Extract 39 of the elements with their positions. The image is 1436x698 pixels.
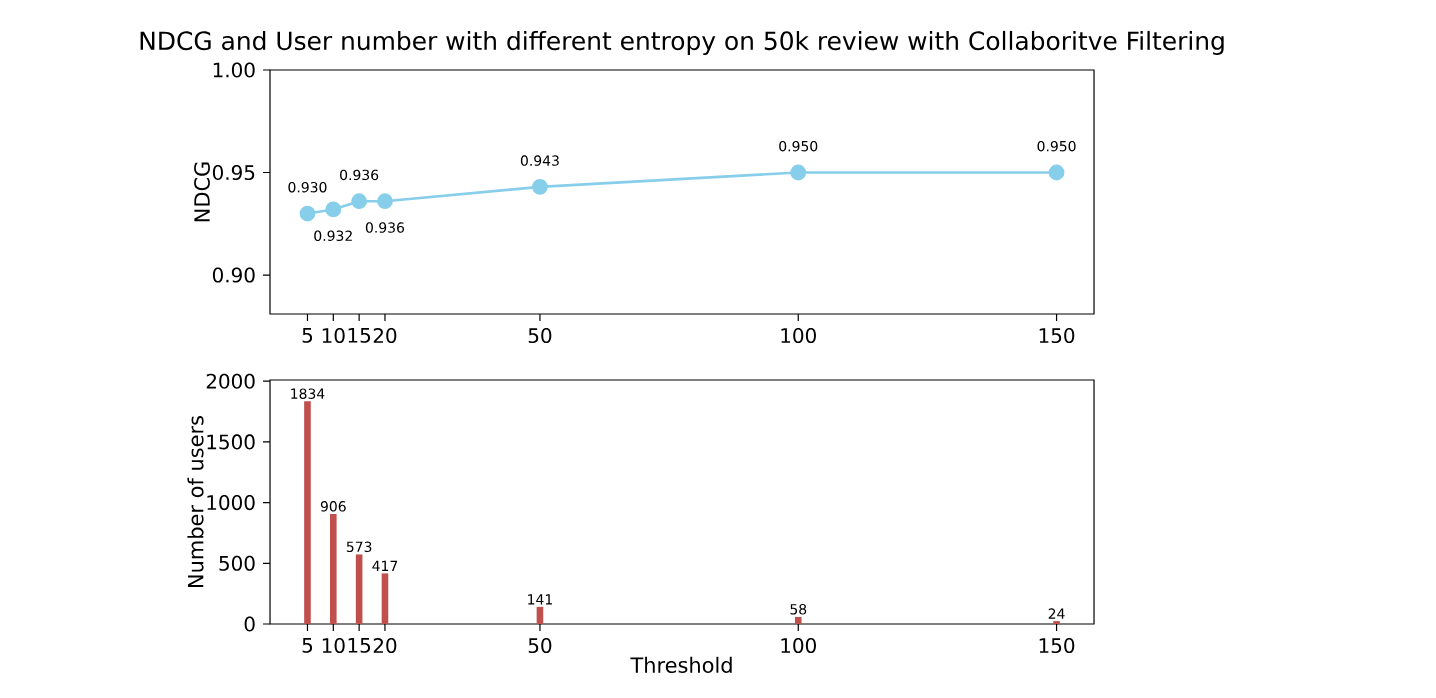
x-tick-label: 50: [528, 638, 552, 654]
x-tick-label: 150: [1039, 328, 1075, 344]
x-tick-label: 10: [322, 328, 345, 344]
chart-title: NDCG and User number with different entropy on 50k review with Collaboritve Filtering: [140, 30, 1224, 56]
bar: [355, 554, 363, 624]
y-axis-title: NDCG: [194, 162, 210, 222]
y-tick-label: 1000: [207, 495, 255, 511]
bar: [330, 514, 337, 624]
bar: [794, 616, 802, 624]
x-tick-label: 150: [1039, 638, 1075, 654]
y-tick-label: 500: [219, 555, 255, 571]
bar: [536, 606, 544, 624]
x-tick-label: 20: [373, 638, 397, 654]
x-tick-label: 10: [322, 638, 345, 654]
y-tick-label: 0.90: [212, 267, 255, 283]
x-axis-title: Threshold: [630, 656, 732, 673]
y-axis-title: Number of users: [187, 416, 204, 587]
y-tick-label: 1.00: [213, 62, 255, 78]
point: [532, 178, 548, 195]
y-tick-label: 1500: [207, 434, 255, 450]
bar: [381, 573, 389, 624]
x-tick-label: 100: [781, 328, 816, 344]
y-tick-label: 2000: [206, 373, 255, 389]
y-tick-label: 0: [244, 616, 255, 632]
point: [790, 164, 807, 181]
x-tick-label: 15: [348, 638, 371, 653]
x-tick-label: 20: [373, 328, 397, 344]
point: [377, 193, 393, 210]
x-tick-label: 15: [348, 328, 371, 343]
y-tick-label: 0.95: [212, 164, 255, 181]
point: [299, 205, 316, 222]
point: [1048, 164, 1065, 181]
x-tick-label: 100: [781, 638, 816, 654]
point: [351, 193, 368, 210]
bar: [304, 401, 311, 624]
x-tick-label: 5: [302, 638, 313, 653]
x-tick-label: 5: [302, 328, 313, 343]
x-tick-label: 50: [528, 328, 552, 344]
point: [325, 201, 342, 218]
